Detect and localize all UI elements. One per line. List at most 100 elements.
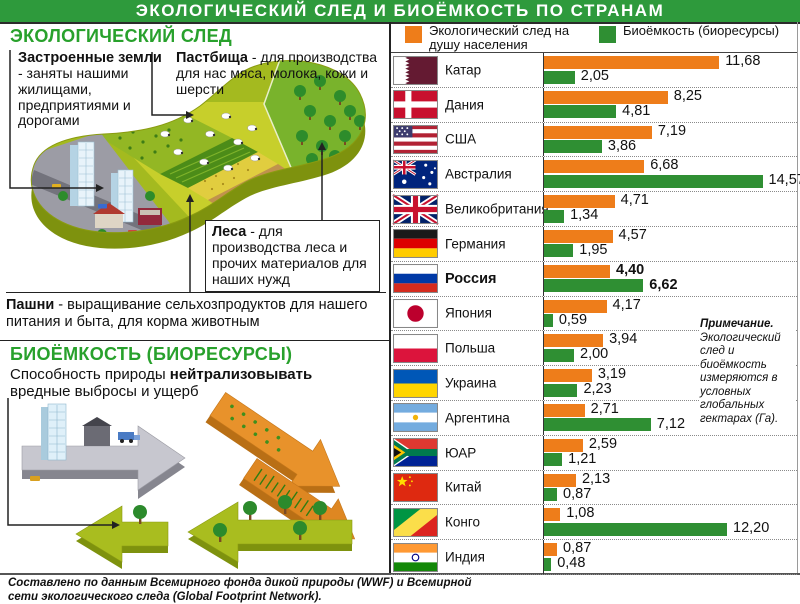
callout-connectors	[9, 50, 323, 292]
footprint-value: 11,68	[725, 53, 761, 69]
country-name: Дания	[445, 97, 484, 113]
note-title: Примечание.	[700, 318, 774, 330]
footprint-bar	[544, 229, 613, 243]
biocapacity-value: 4,81	[622, 102, 651, 119]
biocapacity-value: 6,62	[649, 276, 678, 293]
country-name: ЮАР	[445, 445, 477, 461]
biocapacity-text-post: вредные выбросы и ущерб	[10, 383, 199, 401]
callout-built-term: Застроенные земли	[18, 50, 162, 66]
country-name: Польша	[445, 340, 496, 356]
flag-argentina-icon	[393, 403, 438, 433]
country-name: Конго	[445, 514, 480, 530]
footprint-value: 3,19	[597, 366, 627, 383]
country-bars: 11,68 2,05	[543, 53, 797, 87]
biocapacity-value: 0,48	[557, 555, 586, 572]
title-bar: ЭКОЛОГИЧЕСКИЙ СЛЕД И БИОЁМКОСТЬ ПО СТРАН…	[0, 0, 800, 24]
country-row: Китай 2,13 0,87	[391, 470, 797, 506]
country-name: Япония	[445, 305, 492, 321]
footprint-legend-swatch	[405, 26, 422, 43]
footprint-value: 2,71	[590, 400, 619, 417]
country-row: США 7,19 3,86	[391, 122, 797, 158]
biocapacity-bar	[544, 453, 563, 467]
flag-japan-icon	[393, 299, 438, 329]
footprint-value: 2,13	[581, 470, 611, 487]
country-name: Великобритания	[445, 201, 549, 217]
country-row: ЮАР 2,59 1,21	[391, 435, 797, 471]
country-row: Конго 1,08 12,20	[391, 505, 797, 541]
country-row: Великобритания 4,71 1,34	[391, 192, 797, 227]
biocapacity-value: 1,21	[568, 450, 597, 467]
callout-pasture: Пастбища - для производства для нас мяса…	[176, 49, 388, 98]
country-bars: 4,17 0,59	[543, 296, 797, 331]
biocapacity-bar	[544, 522, 727, 536]
country-row: Катар 11,68 2,05	[391, 53, 797, 88]
flag-china-icon	[393, 473, 438, 503]
flag-southafrica-icon	[393, 438, 438, 468]
biocapacity-value: 7,12	[656, 415, 686, 432]
cycle-forest-arrow-2	[75, 505, 169, 569]
country-bars: 2,71 7,12	[543, 400, 797, 435]
country-name: США	[445, 131, 477, 147]
footprint-bar	[544, 299, 607, 313]
country-bars: 4,57 1,95	[543, 226, 797, 261]
country-bars: 0,87 0,48	[543, 540, 797, 574]
country-bars: 2,59 1,21	[543, 435, 797, 470]
callout-cropland: Пашни - выращивание сельхозпродуктов для…	[6, 292, 386, 330]
footprint-section-heading: ЭКОЛОГИЧЕСКИЙ СЛЕД	[10, 26, 233, 46]
flag-russia-icon	[393, 264, 438, 294]
country-name: Индия	[445, 549, 485, 565]
right-edge-line	[797, 22, 798, 575]
footprint-value: 6,68	[650, 157, 679, 174]
chart-note: Примечание. Экологический след и биоёмко…	[700, 318, 796, 427]
section-divider	[0, 340, 390, 341]
country-row: Индия 0,87 0,48	[391, 540, 797, 575]
country-bars: 1,08 12,20	[543, 505, 797, 540]
country-row: Россия 4,40 6,62	[391, 261, 797, 297]
callout-cropland-term: Пашни	[6, 297, 55, 313]
callout-built-text: - заняты нашими жилищами, предприятиями …	[18, 65, 131, 129]
callout-forest-text: - для производства леса и прочих материа…	[212, 223, 367, 287]
sheep-group	[160, 112, 261, 172]
biocapacity-value: 3,86	[607, 137, 637, 154]
callout-cropland-text: - выращивание сельхозпродуктов для нашег…	[6, 297, 368, 330]
country-name: Аргентина	[445, 410, 510, 426]
country-row: Япония 4,17 0,59	[391, 296, 797, 332]
chart-rows: Катар 11,68 2,05 Дания 8,25 4,81 США 7,19 3,86 Ав…	[391, 53, 800, 575]
biocapacity-text-bold: нейтрализовывать	[169, 366, 313, 383]
cycle-cropland-arrow-1	[205, 392, 341, 493]
country-bars: 4,40 6,62	[543, 261, 797, 296]
biocapacity-bar	[544, 383, 578, 397]
cycle-forest-arrow-1	[187, 501, 353, 569]
biocapacity-bar	[544, 488, 558, 502]
footprint-value: 3,94	[609, 331, 638, 348]
country-bars: 3,19 2,23	[543, 366, 797, 400]
footprint-value: 1,08	[566, 505, 595, 522]
footprint-bar	[544, 473, 576, 487]
flag-india-icon	[393, 542, 438, 572]
biocapacity-value: 2,23	[583, 381, 612, 398]
footprint-island-illustration	[9, 50, 366, 292]
country-bars: 3,94 2,00	[543, 331, 797, 366]
callout-forest: Леса - для производства леса и прочих ма…	[205, 220, 380, 293]
biocapacity-value: 2,00	[580, 346, 609, 363]
biocapacity-bar	[544, 244, 574, 258]
callout-forest-term: Леса	[212, 224, 247, 240]
footprint-bar	[544, 369, 592, 383]
footprint-value: 2,59	[588, 435, 618, 452]
country-bars: 2,13 0,87	[543, 470, 797, 505]
footprint-bar	[544, 195, 615, 209]
flag-uk-icon	[391, 192, 440, 227]
biocapacity-value: 1,34	[570, 207, 599, 224]
biocapacity-bar	[544, 140, 602, 154]
biocapacity-legend-label: Биоёмкость (биоресурсы)	[623, 23, 780, 38]
biocapacity-description: Способность природы нейтрализовывать вре…	[10, 366, 360, 401]
biocapacity-bar	[544, 348, 574, 362]
biocapacity-section-heading: БИОЁМКОСТЬ (БИОРЕСУРСЫ)	[10, 344, 293, 364]
biocapacity-value: 1,95	[579, 241, 608, 258]
flag-germany-icon	[393, 229, 438, 259]
page-title: ЭКОЛОГИЧЕСКИЙ СЛЕД И БИОЁМКОСТЬ ПО СТРАН…	[135, 1, 665, 20]
country-bars: 6,68 14,57	[543, 157, 800, 192]
biocapacity-bar	[544, 557, 552, 571]
country-row: Дания 8,25 4,81	[391, 87, 797, 123]
flag-poland-icon	[393, 333, 438, 363]
